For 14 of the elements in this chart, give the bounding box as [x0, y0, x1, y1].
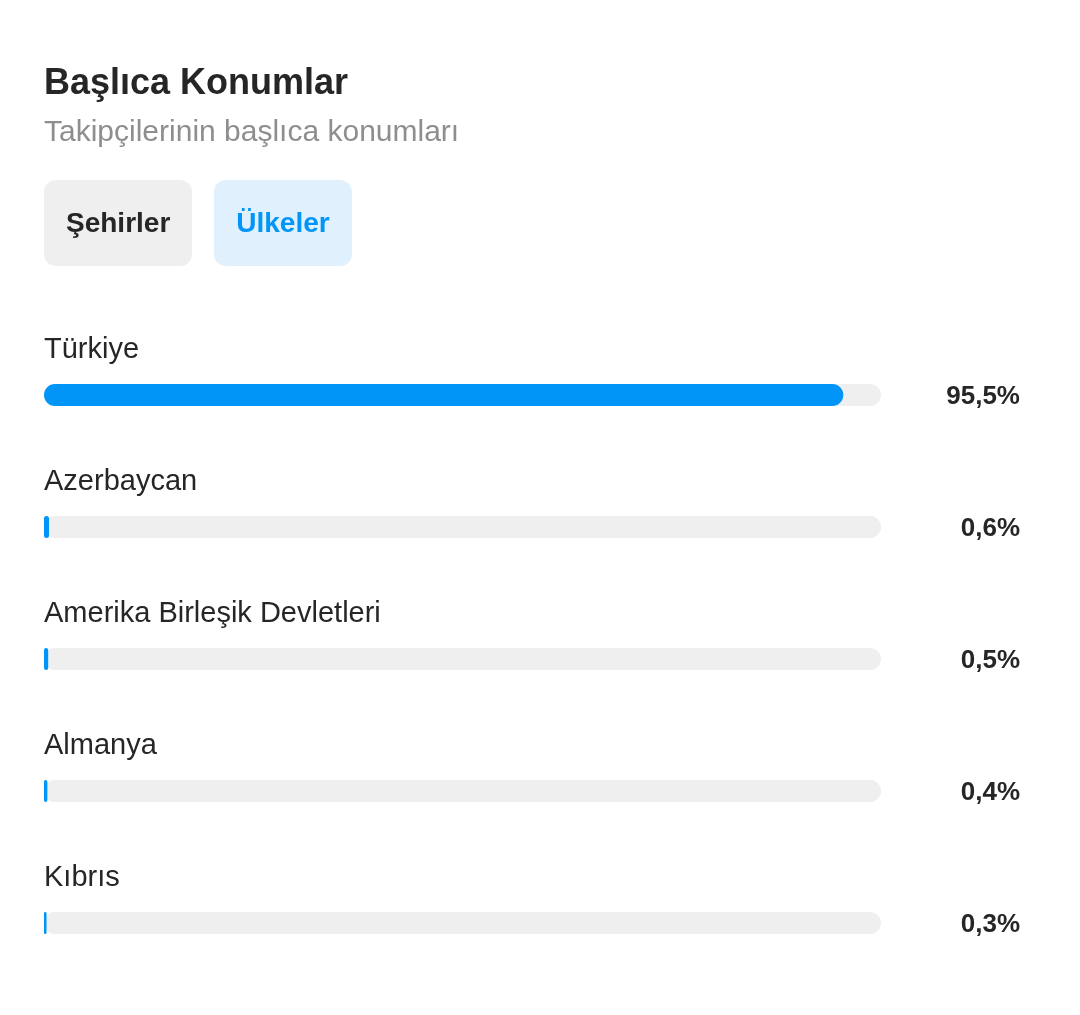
chart-subtitle: Takipçilerinin başlıca konumları: [44, 113, 461, 149]
chart-title: Başlıca Konumlar: [44, 60, 350, 104]
y-tick-label: Amerika Birleşik Devletleri: [44, 596, 381, 628]
data-label: 0,6%: [960, 512, 1020, 542]
data-label: 0,5%: [960, 644, 1020, 674]
tab-button: Şehirler: [44, 180, 193, 266]
y-tick-label: Kıbrıs: [44, 860, 120, 892]
data-label: 95,5%: [946, 380, 1020, 410]
data-label: 0,3%: [960, 908, 1020, 938]
tab-button: Ülkeler: [214, 180, 352, 266]
y-tick-label: Türkiye: [44, 332, 140, 364]
data-label: 0,4%: [960, 776, 1020, 806]
y-tick-label: Almanya: [44, 728, 158, 760]
y-tick-label: Azerbaycan: [44, 464, 198, 496]
